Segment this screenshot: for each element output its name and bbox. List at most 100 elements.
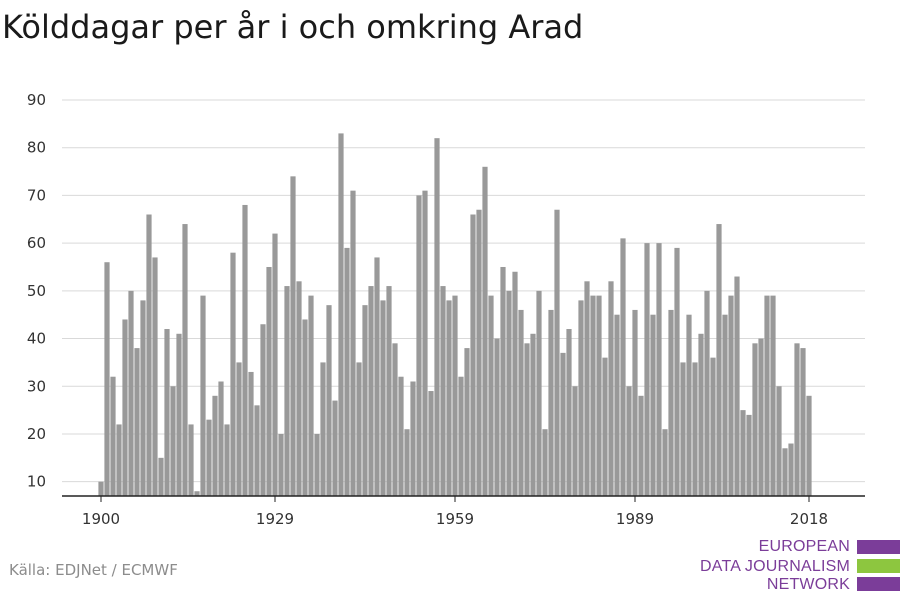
bar-1981 bbox=[584, 281, 590, 496]
bar-1937 bbox=[320, 362, 326, 496]
bar-1910 bbox=[158, 457, 164, 496]
y-tick-label: 80 bbox=[27, 139, 46, 157]
x-tick-label: 1959 bbox=[436, 510, 474, 528]
bar-2001 bbox=[704, 290, 710, 496]
bar-1973 bbox=[536, 290, 542, 496]
bar-1920 bbox=[218, 381, 224, 496]
bar-1962 bbox=[470, 214, 476, 496]
bar-1918 bbox=[206, 419, 212, 496]
bar-1964 bbox=[482, 166, 488, 497]
bar-1975 bbox=[548, 309, 554, 496]
bar-1991 bbox=[644, 243, 650, 496]
bar-2006 bbox=[734, 276, 740, 496]
bar-1925 bbox=[248, 371, 254, 496]
y-axis-ticks: 10 20 30 40 50 60 70 80 90 bbox=[27, 91, 46, 491]
x-axis-ticks: 1900 1929 1959 1989 2018 bbox=[82, 496, 828, 528]
bar-1960 bbox=[458, 376, 464, 496]
bar-1993 bbox=[656, 243, 662, 496]
bar-1940 bbox=[338, 133, 344, 496]
source-note: Källa: EDJNet / ECMWF bbox=[9, 561, 178, 579]
logo-line-2: DATA JOURNALISM bbox=[700, 558, 850, 575]
bar-1986 bbox=[614, 314, 620, 496]
bar-1914 bbox=[182, 224, 188, 496]
bar-1905 bbox=[128, 290, 134, 496]
bar-1931 bbox=[284, 286, 290, 496]
bar-2009 bbox=[752, 343, 758, 496]
bar-1935 bbox=[308, 295, 314, 496]
bar-1903 bbox=[116, 424, 122, 496]
bar-1945 bbox=[368, 286, 374, 496]
y-tick-label: 40 bbox=[27, 330, 46, 348]
bar-1944 bbox=[362, 305, 368, 496]
bar-2016 bbox=[794, 343, 800, 496]
bar-1974 bbox=[542, 429, 548, 496]
bar-2007 bbox=[740, 410, 746, 496]
bar-1967 bbox=[500, 266, 506, 496]
bar-2017 bbox=[800, 348, 806, 496]
logo-bar-purple-top bbox=[857, 540, 900, 554]
bar-1999 bbox=[692, 362, 698, 496]
logo-bar-purple-bottom bbox=[857, 577, 900, 591]
bar-1927 bbox=[260, 324, 266, 496]
bar-1982 bbox=[590, 295, 596, 496]
x-tick-label: 1929 bbox=[256, 510, 294, 528]
bar-1902 bbox=[110, 376, 116, 496]
bar-2000 bbox=[698, 333, 704, 496]
bar-1930 bbox=[278, 433, 284, 496]
bar-1924 bbox=[242, 204, 248, 496]
bar-1977 bbox=[560, 352, 566, 496]
bar-2014 bbox=[782, 448, 788, 496]
y-tick-label: 60 bbox=[27, 234, 46, 252]
y-tick-label: 50 bbox=[27, 282, 46, 300]
edjnet-logo[interactable]: EUROPEAN DATA JOURNALISM NETWORK bbox=[700, 530, 900, 594]
bar-1922 bbox=[230, 252, 236, 496]
bar-1932 bbox=[290, 176, 296, 497]
bar-1956 bbox=[434, 138, 440, 496]
bar-2008 bbox=[746, 414, 752, 496]
bar-1912 bbox=[170, 386, 176, 496]
bar-1954 bbox=[422, 190, 428, 496]
bar-1984 bbox=[602, 357, 608, 496]
bar-1908 bbox=[146, 214, 152, 496]
bar-1926 bbox=[254, 405, 260, 496]
bar-1976 bbox=[554, 209, 560, 497]
bar-1957 bbox=[440, 286, 446, 496]
bar-1943 bbox=[356, 362, 362, 496]
bar-1970 bbox=[518, 309, 524, 496]
bar-1959 bbox=[452, 295, 458, 496]
x-tick-label: 2018 bbox=[790, 510, 828, 528]
bar-1934 bbox=[302, 319, 308, 496]
bar-1968 bbox=[506, 290, 512, 496]
bar-1971 bbox=[524, 343, 530, 496]
bar-1923 bbox=[236, 362, 242, 496]
bar-2010 bbox=[758, 338, 764, 496]
bar-2012 bbox=[770, 295, 776, 496]
bar-1953 bbox=[416, 195, 422, 496]
bar-1942 bbox=[350, 190, 356, 496]
bar-2003 bbox=[716, 224, 722, 496]
bar-1989 bbox=[632, 309, 638, 496]
bar-1906 bbox=[134, 348, 140, 496]
bar-1952 bbox=[410, 381, 416, 496]
bar-1933 bbox=[296, 281, 302, 496]
logo-bar-green bbox=[857, 559, 900, 573]
bar-1915 bbox=[188, 424, 194, 496]
bar-1972 bbox=[530, 333, 536, 496]
bar-1978 bbox=[566, 329, 572, 496]
bar-1917 bbox=[200, 295, 206, 496]
bar-2011 bbox=[764, 295, 770, 496]
bar-1901 bbox=[104, 262, 110, 496]
bar-1985 bbox=[608, 281, 614, 496]
x-tick-label: 1989 bbox=[616, 510, 654, 528]
bar-1997 bbox=[680, 362, 686, 496]
bar-1996 bbox=[674, 247, 680, 496]
bar-1992 bbox=[650, 314, 656, 496]
bar-1958 bbox=[446, 300, 452, 496]
bar-1994 bbox=[662, 429, 668, 496]
y-tick-label: 70 bbox=[27, 186, 46, 204]
bar-chart: 10 20 30 40 50 60 70 80 90 1900 1929 1959 1989 2018 bbox=[27, 91, 865, 528]
bar-1966 bbox=[494, 338, 500, 496]
bar-2018 bbox=[806, 395, 812, 496]
y-tick-label: 90 bbox=[27, 91, 46, 109]
bar-1987 bbox=[620, 238, 626, 496]
